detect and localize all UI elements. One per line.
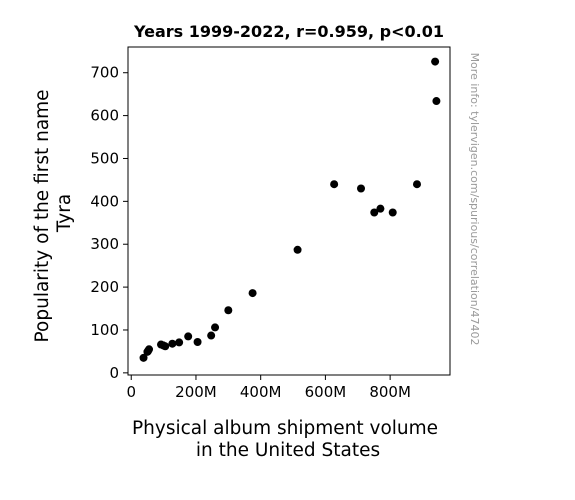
x-tick-label: 400M bbox=[240, 383, 282, 401]
x-axis-ticks: 0 200M 400M 600M 800M bbox=[126, 375, 411, 401]
y-axis-label-line-1: Popularity of the first name bbox=[32, 89, 53, 342]
x-tick-label: 0 bbox=[126, 383, 136, 401]
data-point bbox=[193, 337, 202, 346]
data-point bbox=[184, 332, 193, 341]
data-point bbox=[431, 57, 440, 66]
y-tick-label: 400 bbox=[90, 192, 119, 210]
y-axis-ticks: 0 100 200 300 400 500 600 700 bbox=[90, 64, 128, 382]
y-tick-label: 200 bbox=[90, 278, 119, 296]
data-point bbox=[432, 97, 441, 106]
y-tick-label: 300 bbox=[90, 235, 119, 253]
data-point bbox=[412, 180, 421, 189]
x-tick-label: 600M bbox=[305, 383, 347, 401]
y-tick-label: 0 bbox=[109, 364, 119, 382]
plot-area-frame bbox=[127, 46, 451, 376]
y-tick-label: 100 bbox=[90, 321, 119, 339]
y-axis-label: Popularity of the first name Tyra bbox=[32, 84, 75, 343]
data-point bbox=[370, 208, 379, 217]
y-axis-label-line-2: Tyra bbox=[54, 194, 75, 233]
chart-title: Years 1999-2022, r=0.959, p<0.01 bbox=[133, 22, 444, 41]
x-axis-label-line-2: in the United States bbox=[196, 440, 380, 461]
data-point bbox=[168, 339, 177, 348]
data-point bbox=[224, 306, 233, 315]
source-note: More info: tylervigen.com/spurious/corre… bbox=[468, 53, 481, 346]
data-point bbox=[376, 204, 385, 213]
data-point bbox=[248, 289, 257, 298]
y-tick-label: 700 bbox=[90, 64, 119, 82]
data-points bbox=[139, 57, 441, 362]
x-axis-label: Physical album shipment volume in the Un… bbox=[132, 418, 444, 461]
x-tick-label: 200M bbox=[175, 383, 217, 401]
data-point bbox=[293, 245, 302, 254]
data-point bbox=[388, 208, 397, 217]
x-tick-label: 800M bbox=[369, 383, 411, 401]
data-point bbox=[143, 347, 152, 356]
data-point bbox=[161, 342, 170, 351]
data-point bbox=[211, 323, 220, 332]
y-tick-label: 500 bbox=[90, 149, 119, 167]
y-tick-label: 600 bbox=[90, 107, 119, 125]
data-point bbox=[175, 338, 184, 347]
data-point bbox=[207, 331, 216, 340]
data-point bbox=[330, 180, 339, 189]
data-point bbox=[139, 353, 148, 362]
data-point bbox=[357, 184, 366, 193]
x-axis-label-line-1: Physical album shipment volume bbox=[132, 418, 438, 439]
